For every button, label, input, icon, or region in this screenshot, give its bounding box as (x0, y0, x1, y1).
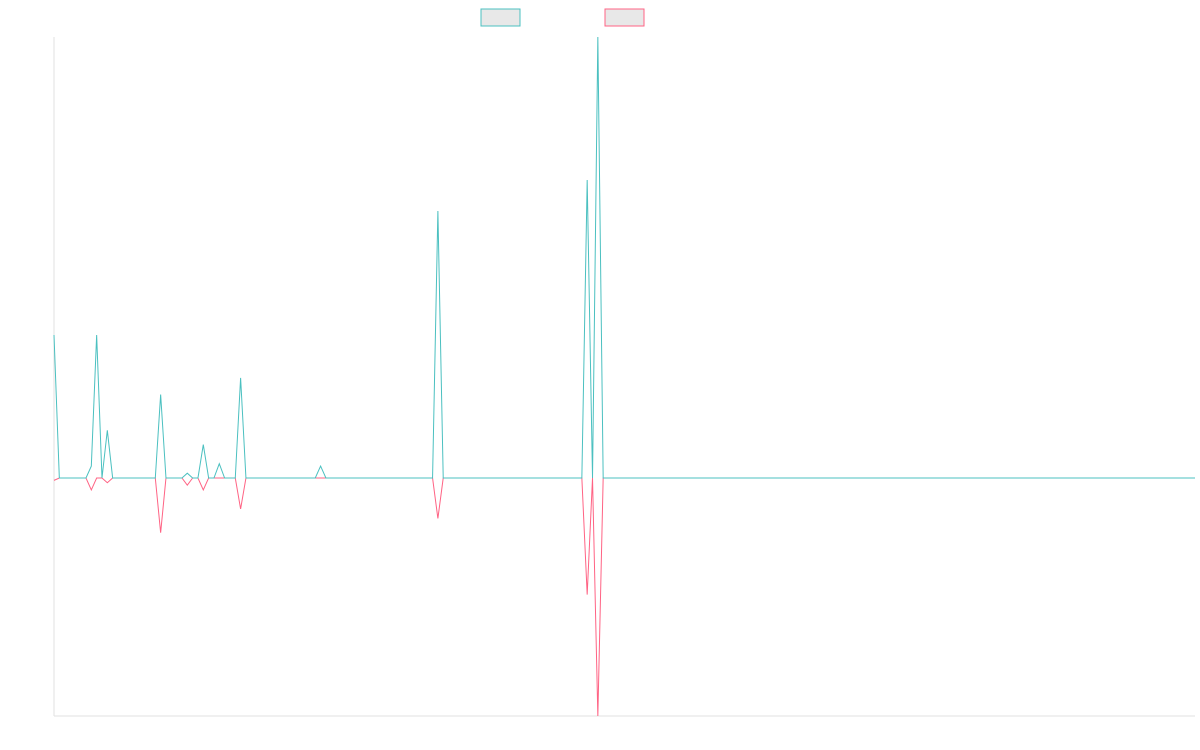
series-2-line (53, 477, 1195, 717)
series-1-line (53, 36, 1195, 479)
legend-swatch-2 (604, 8, 645, 27)
legend-swatch-1 (480, 8, 521, 27)
plot-area (53, 36, 1195, 717)
axes (53, 37, 1195, 717)
legend (480, 8, 645, 27)
